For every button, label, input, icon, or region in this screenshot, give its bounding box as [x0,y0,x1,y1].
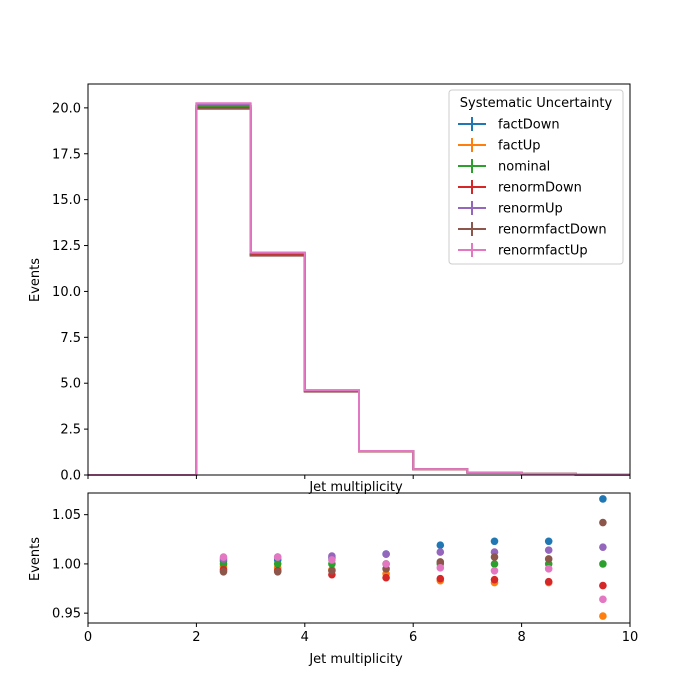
legend-label-renormfactUp: renormfactUp [498,244,588,259]
ratio-point-nominal [599,560,607,568]
ratio-point-renormfactUp [490,567,499,575]
ratio-xtick-label: 0 [84,630,92,645]
legend-frame [448,89,624,265]
ratio-point-factUp [599,612,607,620]
ratio-ytick-label: 1.05 [52,508,81,523]
main-ytick-label: 0.0 [60,469,81,484]
ratio-point-renormUp [544,546,553,554]
main-series-line-renormfactUp [88,102,630,476]
ratio-point-renormfactUp [544,565,553,573]
ratio-axes-frame [87,492,631,624]
ratio-point-nominal [490,560,499,568]
main-ytick-label: 2.5 [60,423,81,438]
ratio-point-renormfactUp [219,553,228,561]
ratio-ytick-label: 1.00 [52,557,81,572]
main-axes-frame [87,83,631,476]
ratio-point-renormfactDown [328,567,336,575]
legend-label-renormDown: renormDown [498,181,582,196]
ratio-ylabel: Events [28,537,43,581]
ratio-point-renormfactUp [382,560,390,568]
main-ytick-label: 10.0 [52,285,81,300]
main-ytick-label: 20.0 [52,101,81,116]
ratio-point-factDown [599,495,607,503]
ratio-point-renormfactDown [490,553,499,561]
ratio-xtick-label: 2 [192,630,200,645]
ratio-point-renormUp [436,548,445,556]
legend-entries: factDown factUp nominal renormDown renormUp r… [458,117,607,259]
main-series-layer [88,102,630,476]
legend-label-renormUp: renormUp [498,202,563,217]
ratio-xtick-label: 10 [622,630,639,645]
ratio-point-renormfactUp [328,556,336,564]
ratio-point-renormDown [599,581,607,590]
main-yticks: 0.0 2.5 5.0 7.5 10.0 12.5 15.0 17.5 20.0 [52,101,631,484]
main-ytick-label: 15.0 [52,193,81,208]
ratio-point-renormfactDown [219,567,228,576]
main-panel: 0.02.55.07.510.012.515.017.520.0 Events … [28,83,631,495]
ratio-point-factDown [544,537,553,546]
ratio-point-factDown [490,537,499,546]
ratio-point-factDown [436,541,445,549]
legend-label-factDown: factDown [498,118,560,133]
main-ytick-label: 17.5 [52,147,81,162]
legend-label-nominal: nominal [498,160,550,175]
main-ytick-label: 7.5 [60,331,81,346]
legend-label-factUp: factUp [498,139,541,154]
ratio-point-renormfactDown [436,558,445,566]
ratio-xtick-label: 8 [517,630,525,645]
main-ytick-label: 5.0 [60,377,81,392]
ratio-panel: 0.95 1.00 1.05 0 2 4 6 8 10 Events Jet multipli… [28,492,638,667]
ratio-yticks: 0.95 1.00 1.05 [52,508,88,622]
legend: Systematic Uncertainty factDown factUp nom… [448,89,624,265]
ratio-point-renormDown [544,577,553,586]
ratio-point-renormfactUp [436,564,445,572]
ratio-point-renormDown [382,573,390,582]
ratio-point-renormUp [382,550,390,558]
ratio-xticks: 0 2 4 6 8 10 [84,623,638,645]
main-xlabel: Jet multiplicity [308,480,403,495]
ratio-point-renormfactDown [273,567,282,576]
ratio-ytick-label: 0.95 [52,607,81,622]
legend-label-renormfactDown: renormfactDown [498,223,607,238]
main-ytick-label: 12.5 [52,239,81,254]
ratio-series-layer [219,495,607,620]
main-ylabel: Events [28,258,43,302]
ratio-xlabel: Jet multiplicity [308,652,403,667]
ratio-point-renormDown [490,575,499,584]
ratio-point-nominal [273,560,282,568]
legend-title: Systematic Uncertainty [460,96,613,111]
ratio-point-renormfactUp [273,553,282,561]
ratio-point-renormfactUp [599,595,607,604]
ratio-point-renormDown [436,574,445,583]
ratio-xtick-label: 6 [409,630,417,645]
ratio-xtick-label: 4 [301,630,309,645]
ratio-point-renormfactDown [599,518,607,527]
ratio-point-renormUp [599,543,607,551]
ratio-point-renormfactDown [544,555,553,563]
